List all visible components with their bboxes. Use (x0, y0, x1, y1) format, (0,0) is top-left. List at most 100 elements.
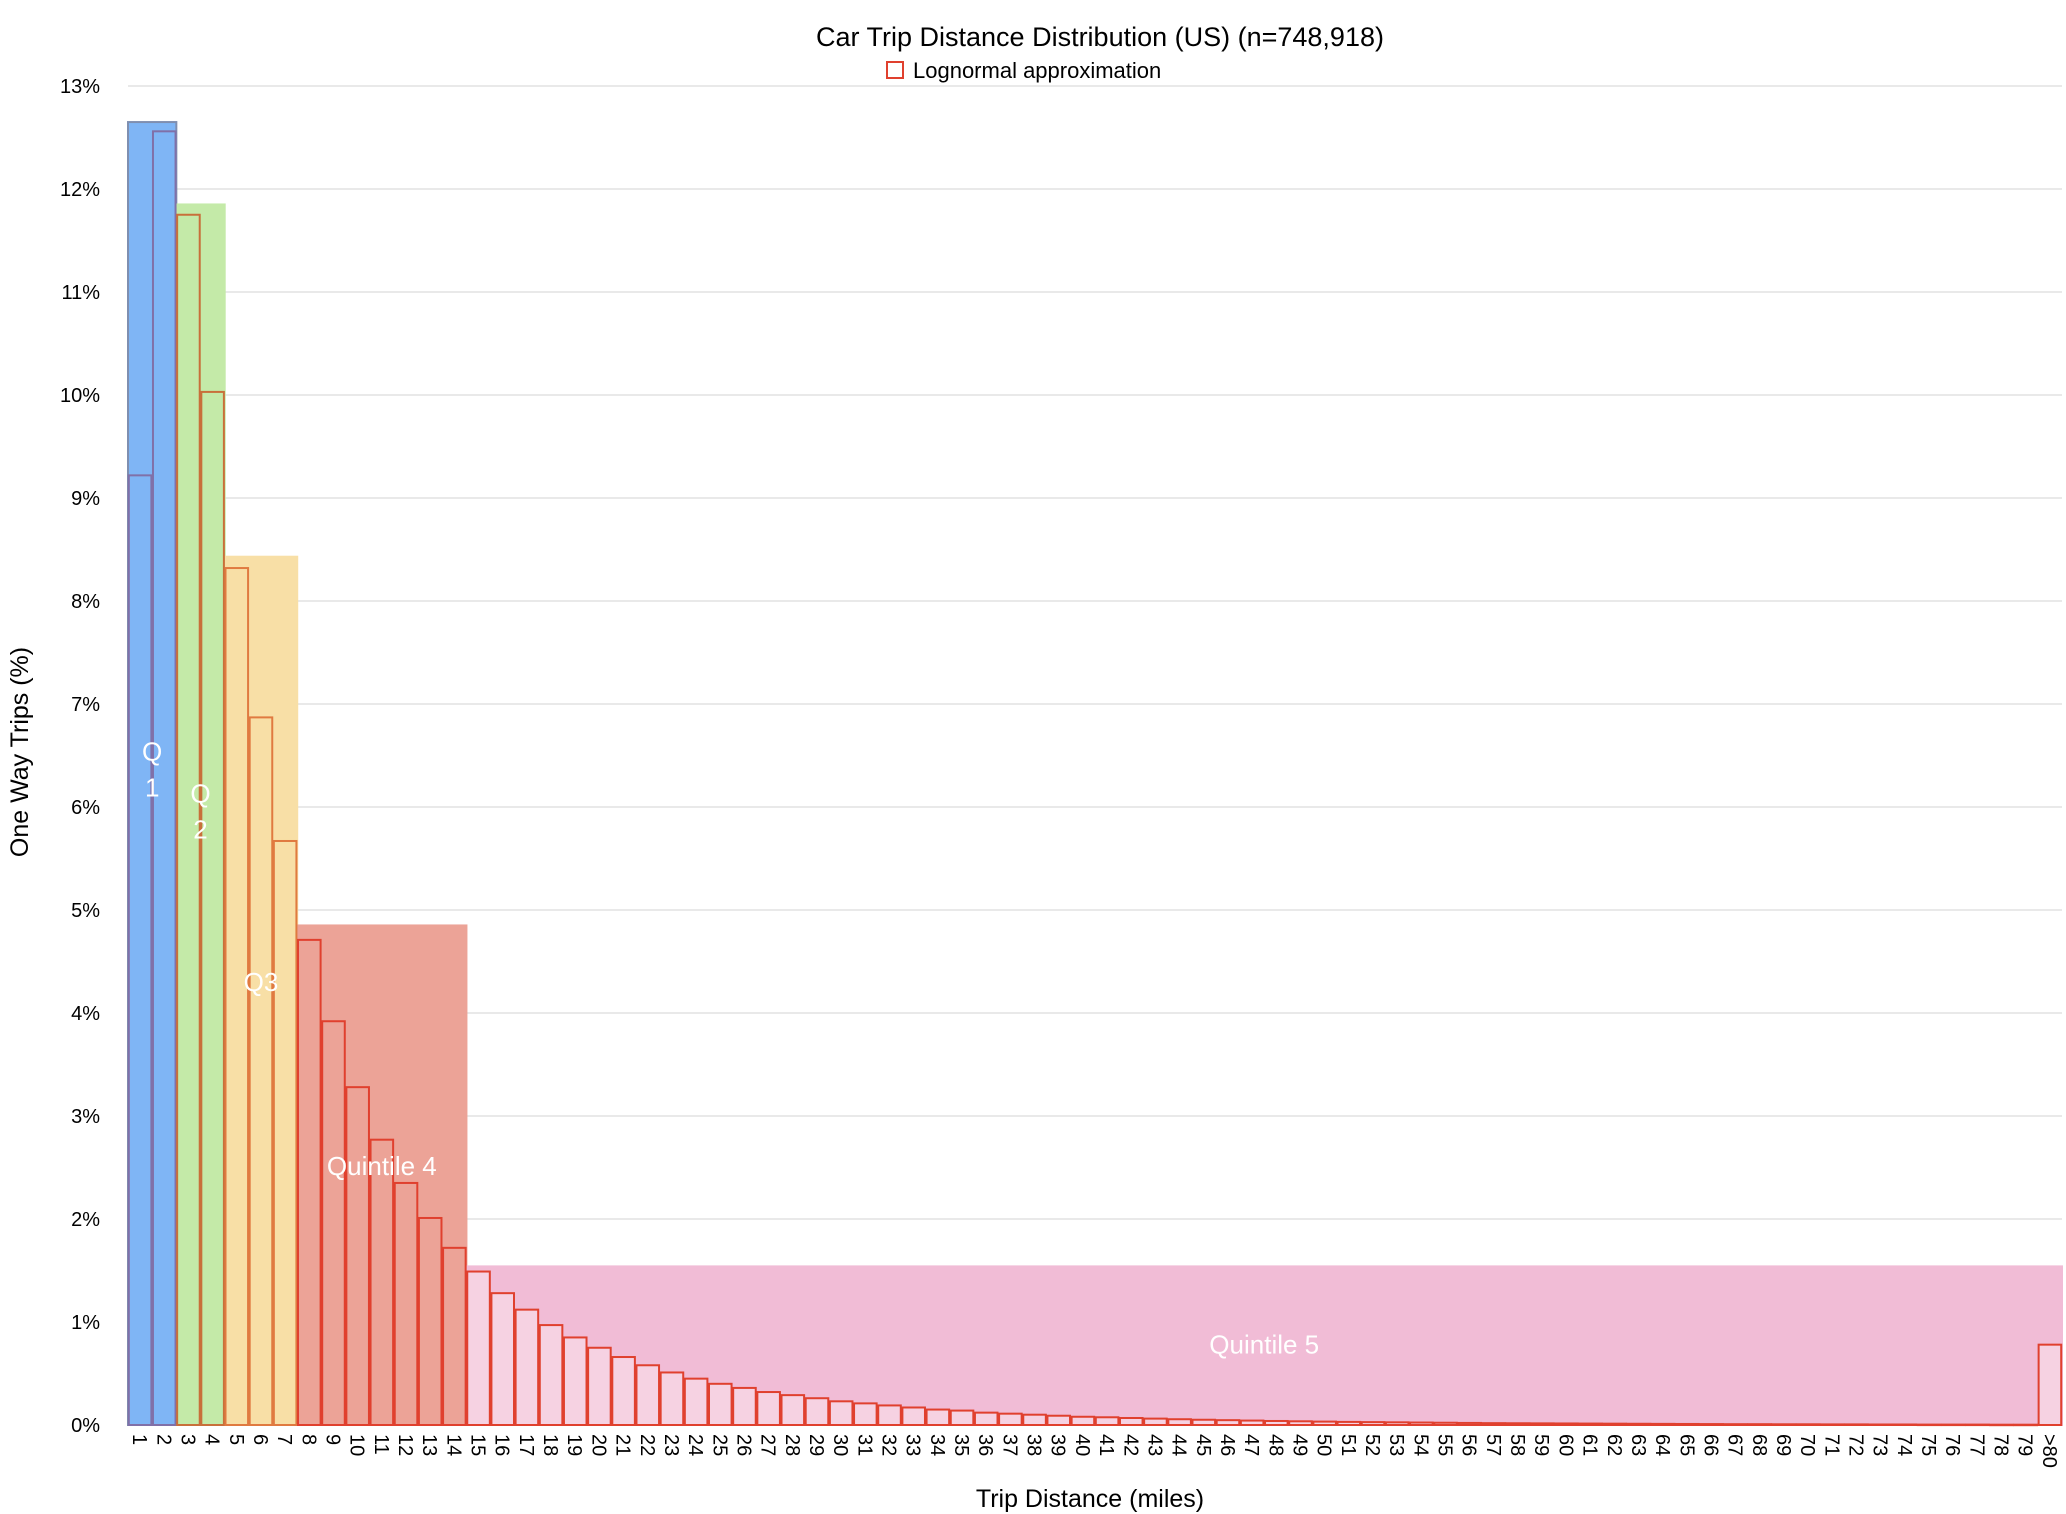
x-tick-label: 27 (757, 1434, 779, 1456)
bar-50 (1312, 1420, 1337, 1426)
y-tick-label: 1% (71, 1312, 100, 1334)
bar-51 (1336, 1420, 1362, 1427)
x-tick-label: 67 (1724, 1434, 1746, 1456)
x-tick-label: 26 (732, 1434, 754, 1456)
bar-5 (224, 567, 250, 1426)
x-tick-label: 13 (418, 1434, 440, 1456)
bar-35 (949, 1409, 975, 1426)
bar-13 (417, 1216, 443, 1426)
y-tick-label: 13% (60, 76, 100, 98)
y-axis-ticks: 0% 1% 2% 3% 4% 5% 6% 7% 8% 9% 10% 11% 12% 13% (60, 76, 100, 1437)
bar-1 (127, 474, 153, 1426)
bar-6 (248, 716, 274, 1426)
bar-58 (1505, 1422, 1531, 1427)
bar-60 (1554, 1422, 1579, 1426)
bar-53 (1384, 1421, 1410, 1427)
x-tick-label: 62 (1603, 1434, 1625, 1456)
x-tick-label: 17 (515, 1434, 537, 1456)
bar-20 (587, 1346, 612, 1426)
x-tick-label: 42 (1119, 1434, 1141, 1456)
bar-43 (1143, 1417, 1168, 1427)
bar-62 (1602, 1422, 1628, 1427)
x-tick-label: 11 (370, 1434, 392, 1455)
x-tick-label: 64 (1651, 1434, 1673, 1456)
quintile-label: Quintile 4 (327, 1151, 437, 1181)
x-tick-label: 20 (587, 1434, 609, 1456)
x-tick-label: 54 (1409, 1434, 1431, 1456)
quintile-label: Quintile 5 (1209, 1330, 1319, 1360)
bar-24 (683, 1377, 709, 1427)
x-tick-label: 78 (1990, 1434, 2012, 1456)
x-tick-label: 3 (176, 1434, 198, 1445)
bar-63 (1626, 1422, 1652, 1427)
x-tick-label: 73 (1869, 1434, 1891, 1456)
x-tick-label: 25 (708, 1434, 730, 1456)
x-tick-label: 14 (442, 1434, 464, 1456)
bar-36 (973, 1411, 999, 1427)
x-tick-label: 24 (684, 1434, 706, 1456)
bar-21 (611, 1356, 636, 1427)
bar-17 (514, 1308, 540, 1427)
bar-14 (442, 1246, 467, 1426)
bar-48 (1264, 1419, 1289, 1427)
bar-26 (732, 1386, 757, 1427)
bar-49 (1288, 1420, 1313, 1426)
x-tick-label: 7 (273, 1434, 295, 1445)
y-tick-label: 3% (71, 1106, 100, 1128)
bar-32 (877, 1404, 902, 1427)
quintile-label: 1 (145, 772, 159, 802)
bar-42 (1118, 1416, 1144, 1426)
bar-8 (297, 938, 322, 1426)
bar-65 (1675, 1422, 1700, 1426)
x-tick-label: 8 (297, 1434, 319, 1445)
bar-34 (925, 1408, 951, 1427)
x-tick-label: 56 (1458, 1434, 1480, 1456)
legend-swatch (886, 61, 904, 79)
bar-66 (1699, 1423, 1724, 1426)
x-tick-label: 75 (1917, 1434, 1939, 1456)
y-tick-label: 6% (71, 797, 100, 819)
x-tick-label: 33 (902, 1434, 924, 1456)
x-tick-label: 23 (660, 1434, 682, 1456)
x-tick-label: 12 (394, 1434, 416, 1456)
quintile-label: Q (142, 736, 162, 766)
y-tick-label: 12% (60, 179, 100, 201)
x-tick-label: 59 (1530, 1434, 1552, 1456)
x-tick-label: 1 (128, 1434, 150, 1445)
bar-2 (151, 130, 177, 1427)
x-tick-label: 79 (2014, 1434, 2036, 1456)
y-tick-label: 2% (71, 1209, 100, 1231)
x-tick-label: 34 (926, 1434, 948, 1456)
x-tick-label: 19 (563, 1434, 585, 1456)
bar-9 (321, 1020, 346, 1426)
bar-79 (2013, 1423, 2039, 1427)
chart-title: Car Trip Distance Distribution (US) (n=7… (816, 22, 1384, 52)
x-tick-label: 30 (829, 1434, 851, 1456)
x-tick-label: 4 (201, 1434, 223, 1445)
bar-69 (1771, 1423, 1797, 1427)
bar-57 (1481, 1422, 1507, 1426)
x-tick-label: 32 (878, 1434, 900, 1456)
x-tick-label: 45 (1192, 1434, 1214, 1456)
bar-4 (200, 390, 225, 1426)
x-tick-label: 52 (1361, 1434, 1383, 1456)
bar-61 (1578, 1422, 1603, 1426)
bar-59 (1529, 1422, 1555, 1427)
bar-47 (1239, 1419, 1265, 1427)
x-tick-label: 47 (1240, 1434, 1262, 1456)
bar-23 (659, 1371, 685, 1426)
x-tick-label: 66 (1699, 1434, 1721, 1456)
bar-25 (708, 1382, 733, 1427)
bar-28 (780, 1394, 806, 1427)
bar-78 (1989, 1423, 2014, 1427)
bar-64 (1650, 1422, 1676, 1426)
bar-67 (1723, 1423, 1748, 1427)
bar-11 (369, 1138, 395, 1426)
bar-31 (853, 1402, 878, 1426)
x-tick-label: 61 (1579, 1434, 1601, 1456)
x-tick-label: 29 (805, 1434, 827, 1456)
x-tick-label: 6 (249, 1434, 271, 1445)
x-tick-label: 31 (853, 1434, 875, 1456)
bar-29 (804, 1397, 830, 1426)
bar-7 (272, 839, 298, 1426)
